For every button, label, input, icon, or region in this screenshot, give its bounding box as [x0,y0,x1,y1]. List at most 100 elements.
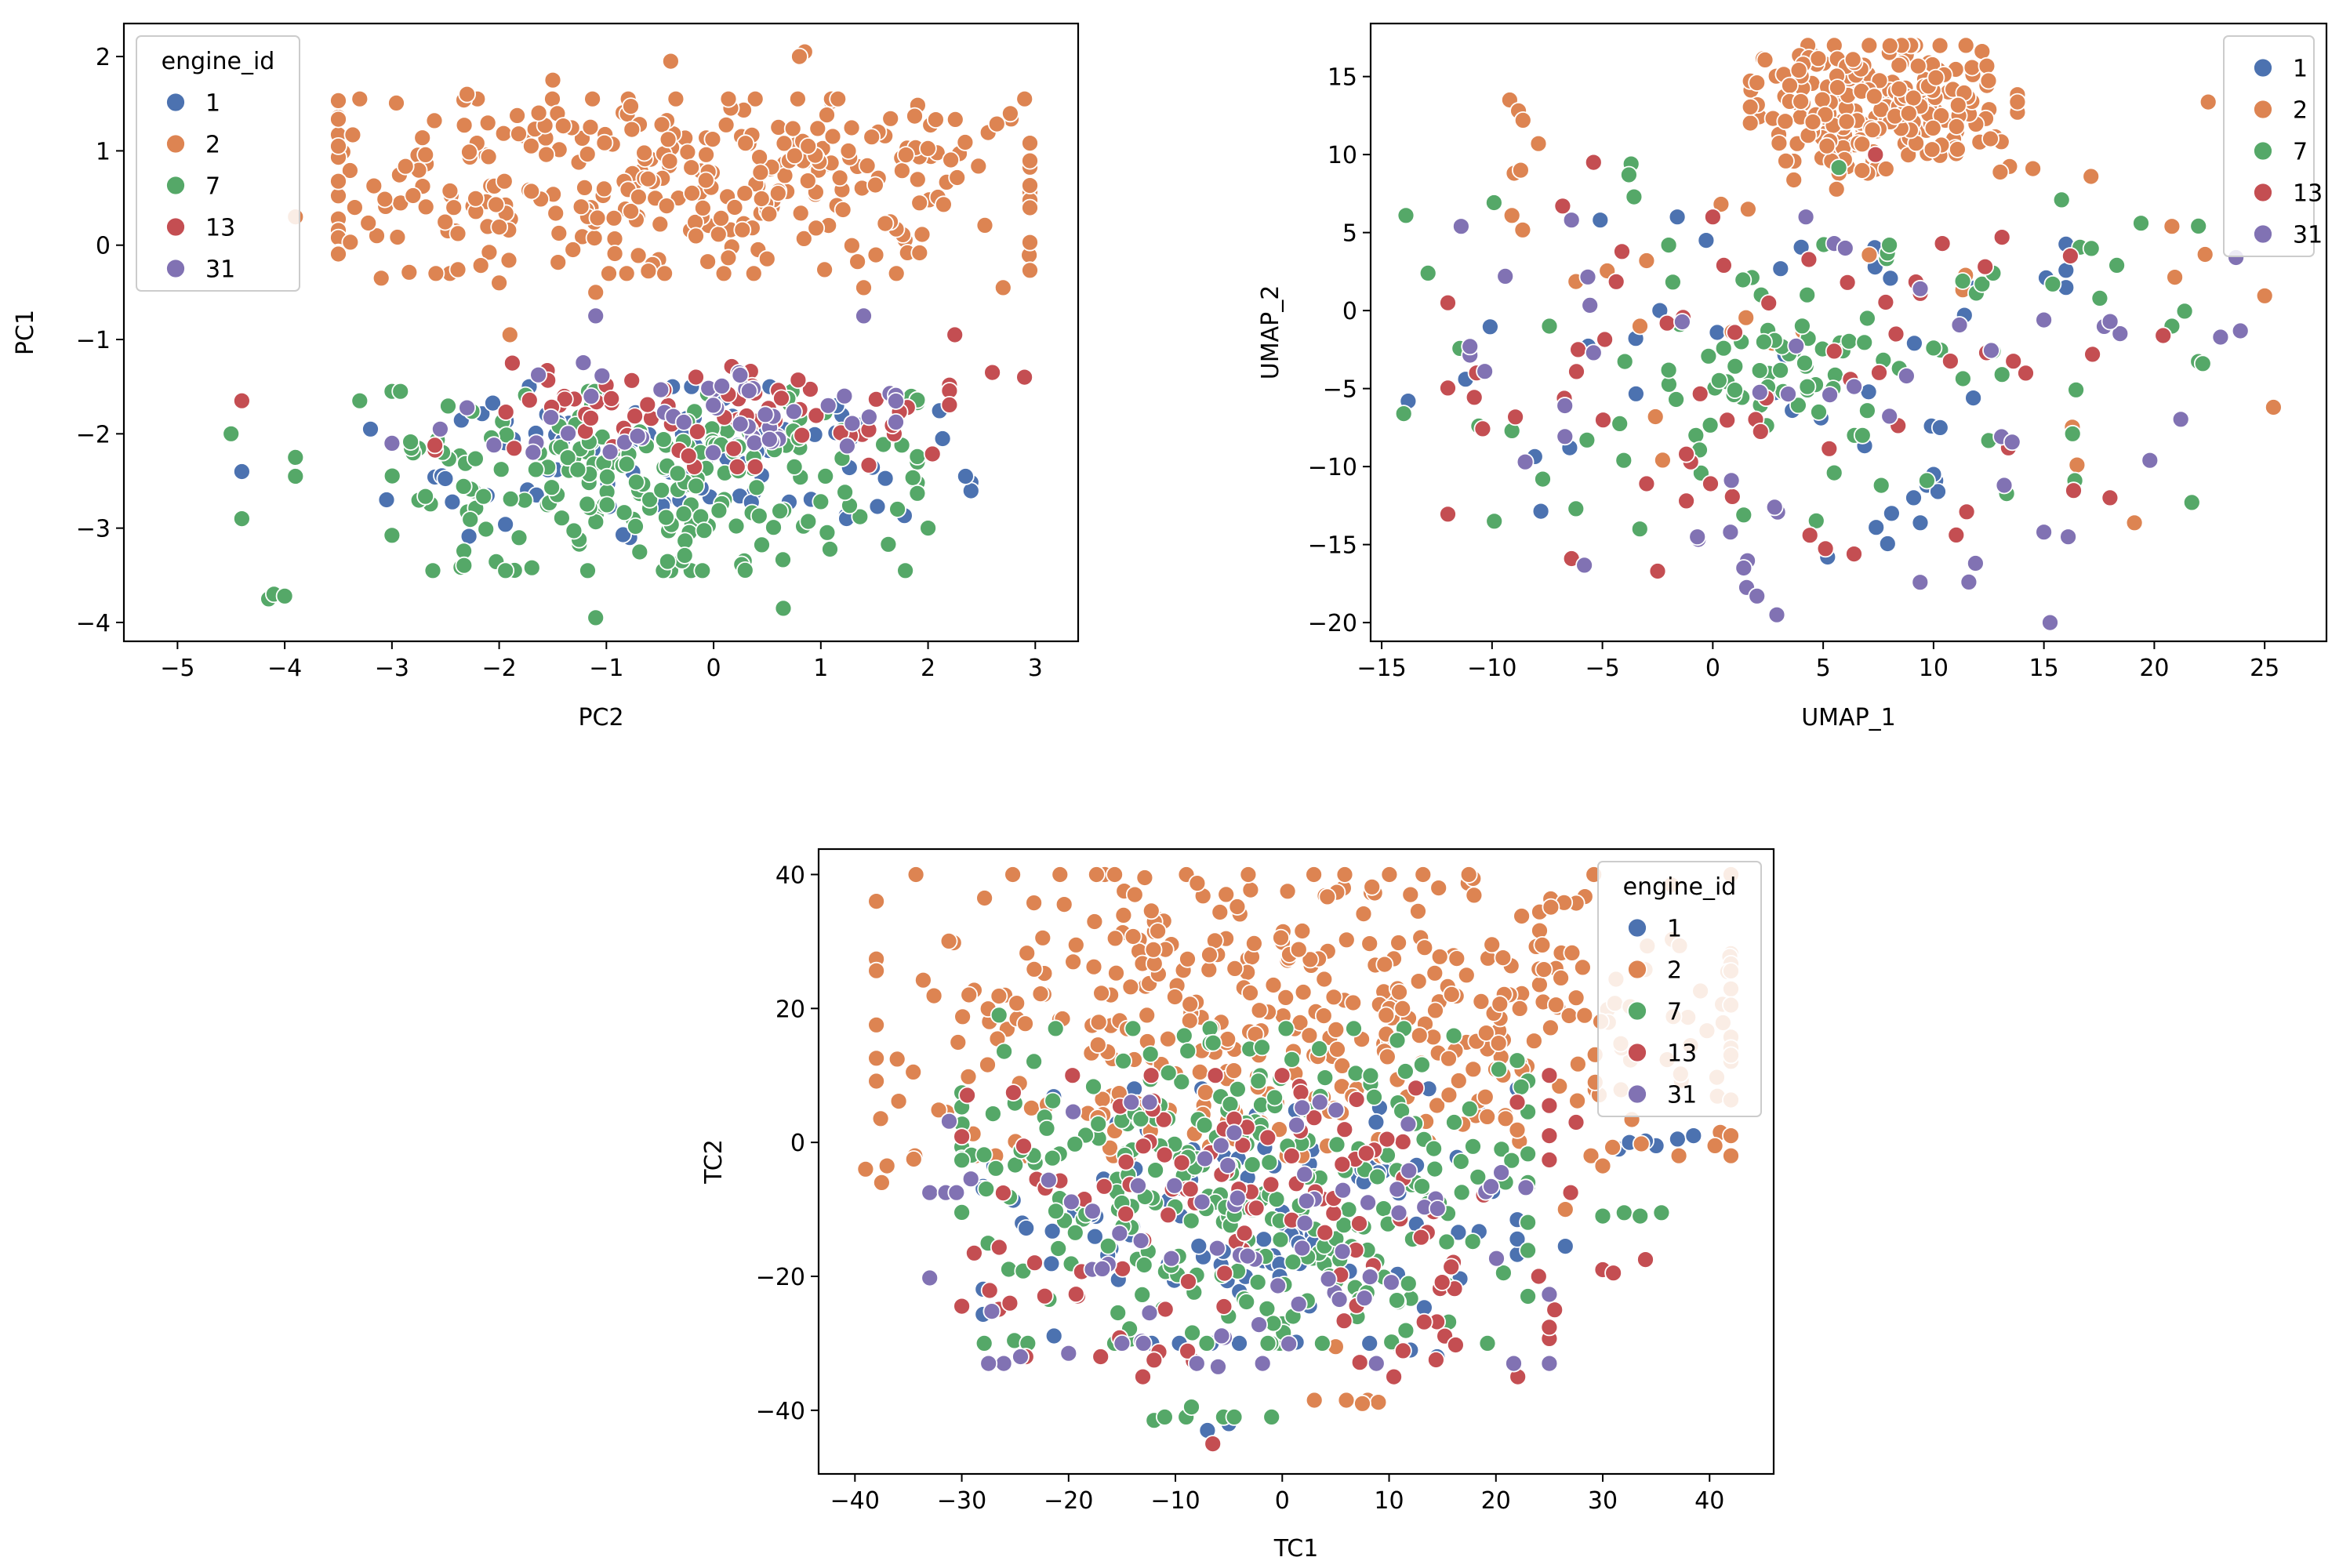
point-engine-31 [1293,1098,1312,1117]
point-engine-13 [1677,445,1696,463]
point-engine-2 [1166,988,1184,1006]
point-engine-7 [1049,1240,1068,1258]
point-engine-7 [1365,1088,1383,1106]
point-engine-2 [1513,220,1532,239]
point-engine-7 [2132,214,2150,233]
point-engine-31 [587,307,605,325]
point-engine-31 [1289,1294,1308,1313]
point-engine-31 [524,443,543,462]
point-engine-13 [953,1297,971,1316]
point-engine-2 [471,256,490,275]
point-engine-31 [1238,1247,1257,1265]
x-tick-label: 1 [813,655,828,682]
legend-label-13: 13 [205,215,235,242]
point-engine-7 [1229,1080,1247,1098]
point-engine-1 [1708,323,1727,342]
point-engine-2 [2125,514,2144,532]
point-engine-2 [1228,898,1247,916]
point-engine-13 [1156,1300,1175,1319]
point-engine-7 [527,460,545,479]
y-tick-label: 1 [96,138,111,165]
point-engine-2 [1051,866,1070,884]
point-engine-13 [1567,362,1585,381]
point-engine-2 [1533,936,1552,954]
point-engine-2 [1781,76,1799,95]
point-engine-2 [1722,1146,1740,1165]
point-engine-31 [1734,559,1753,577]
point-engine-2 [1477,1024,1495,1042]
point-engine-2 [1318,887,1337,906]
point-engine-7 [1625,187,1644,206]
point-engine-2 [1827,180,1846,198]
point-engine-31 [1110,1224,1129,1243]
point-engine-1 [1668,1130,1687,1149]
point-engine-7 [391,382,410,401]
legend-label-13: 13 [2293,180,2323,208]
point-engine-2 [975,216,994,234]
x-tick-label: 20 [2139,655,2169,682]
point-engine-2 [1429,879,1448,897]
point-engine-2 [329,245,347,263]
point-engine-2 [1535,960,1553,978]
point-engine-7 [1825,463,1843,482]
x-tick-label: 0 [706,655,721,682]
point-engine-2 [1064,953,1082,971]
point-engine-2 [1542,898,1560,916]
y-tick-label: −20 [756,1264,805,1291]
point-engine-7 [652,481,671,499]
point-engine-7 [1953,369,1972,388]
point-engine-7 [821,540,839,558]
point-engine-13 [1540,1066,1559,1085]
point-engine-2 [1569,1054,1587,1073]
point-engine-13 [1001,1294,1019,1312]
point-engine-2 [856,1160,875,1178]
point-engine-1 [436,470,455,488]
point-engine-13 [1247,1199,1266,1218]
y-tick-label: 40 [775,862,805,889]
point-engine-13 [679,447,698,465]
point-engine-7 [630,543,649,561]
point-engine-1 [1556,1237,1575,1255]
point-engine-13 [1142,1066,1160,1085]
point-engine-2 [1107,964,1125,982]
point-engine-7 [496,561,515,580]
legend-marker-31 [1627,1083,1647,1105]
point-engine-7 [454,477,473,495]
point-engine-31 [1767,605,1786,624]
legend-label-7: 7 [2293,139,2308,166]
point-engine-2 [1705,1137,1724,1155]
point-engine-2 [1669,1146,1688,1165]
point-engine-13 [1442,1258,1461,1276]
point-engine-2 [500,325,519,344]
point-engine-31 [1225,1123,1244,1142]
point-engine-7 [990,1006,1008,1025]
point-engine-13 [2061,247,2079,265]
point-engine-7 [1611,415,1629,433]
point-engine-7 [1798,285,1817,304]
point-engine-2 [746,89,765,108]
y-tick-label: 5 [1342,220,1357,248]
legend-label-2: 2 [1667,957,1682,985]
point-engine-31 [1280,1334,1298,1353]
point-engine-2 [1414,866,1433,884]
point-engine-2 [1181,995,1200,1014]
point-engine-2 [929,1101,948,1120]
point-engine-2 [1426,964,1444,982]
point-engine-2 [1472,993,1491,1011]
point-engine-2 [904,1150,923,1168]
point-engine-2 [572,198,590,216]
point-engine-13 [1262,1175,1280,1194]
point-engine-7 [1840,332,1858,350]
point-engine-7 [1345,1019,1363,1038]
point-engine-13 [1703,208,1722,227]
point-engine-2 [979,1055,997,1074]
point-engine-2 [687,227,705,245]
point-engine-2 [1525,1032,1543,1051]
point-engine-31 [1165,1176,1184,1195]
point-engine-2 [547,204,565,223]
point-engine-2 [376,190,394,209]
point-engine-31 [704,444,722,462]
point-engine-13 [1433,1273,1451,1291]
point-engine-2 [1741,114,1760,132]
point-engine-13 [1677,492,1696,510]
